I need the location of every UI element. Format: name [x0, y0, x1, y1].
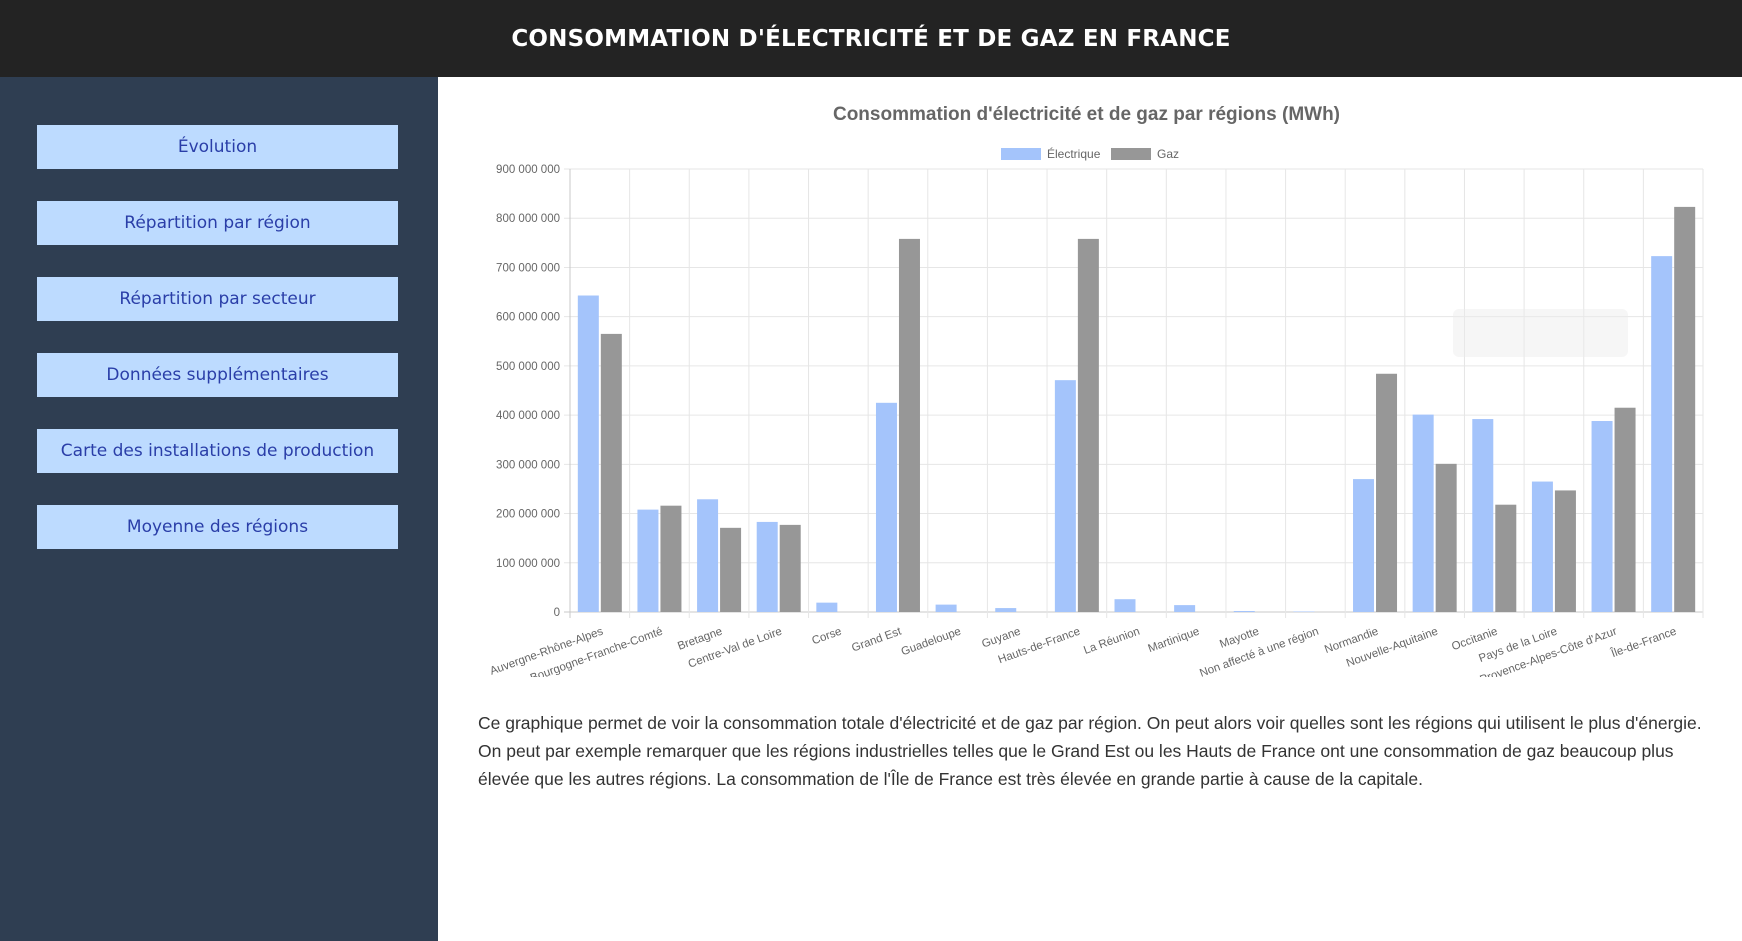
bar-electrique	[637, 509, 659, 612]
bar-gaz	[1614, 407, 1636, 612]
legend-label-1: Gaz	[1157, 147, 1179, 161]
bar-electrique	[1054, 380, 1076, 612]
x-tick-label: Île-de-France	[1609, 625, 1679, 661]
y-tick-label: 800 000 000	[496, 213, 560, 225]
nav-button-evolution[interactable]: Évolution	[37, 125, 398, 169]
bar-electrique	[1651, 256, 1673, 612]
bar-electrique	[1233, 611, 1255, 612]
bar-gaz	[898, 238, 920, 612]
nav-button-moyenne-regions[interactable]: Moyenne des régions	[37, 505, 398, 549]
y-tick-label: 500 000 000	[496, 361, 560, 373]
page-header: CONSOMMATION D'ÉLECTRICITÉ ET DE GAZ EN …	[0, 0, 1742, 77]
y-tick-label: 200 000 000	[496, 509, 560, 521]
chart-description: Ce graphique permet de voir la consommat…	[478, 713, 1702, 789]
nav-button-donnees-supplementaires[interactable]: Données supplémentaires	[37, 353, 398, 397]
y-tick-label: 600 000 000	[496, 312, 560, 324]
x-tick-label: Mayotte	[1218, 626, 1261, 651]
bar-gaz	[1077, 238, 1099, 612]
bar-electrique	[697, 499, 719, 612]
bar-electrique	[1472, 419, 1494, 612]
y-tick-label: 100 000 000	[496, 558, 560, 570]
bar-electrique	[756, 521, 778, 612]
bar-electrique	[816, 602, 838, 612]
bar-electrique	[875, 402, 897, 612]
bar-electrique	[935, 604, 957, 612]
bar-gaz	[779, 524, 801, 612]
bar-gaz	[1376, 373, 1398, 612]
bar-electrique	[1353, 479, 1375, 612]
bar-electrique	[1174, 605, 1196, 612]
y-tick-label: 400 000 000	[496, 410, 560, 422]
bar-gaz	[1435, 463, 1457, 612]
bar-gaz	[600, 333, 622, 612]
bar-gaz	[1554, 490, 1576, 612]
y-tick-label: 900 000 000	[496, 164, 560, 176]
chart-title: Consommation d'électricité et de gaz par…	[833, 104, 1340, 125]
y-tick-label: 300 000 000	[496, 459, 560, 471]
nav-button-carte-installations[interactable]: Carte des installations de production	[37, 429, 398, 473]
x-tick-label: Guyane	[980, 626, 1022, 651]
bar-gaz	[660, 505, 682, 612]
bar-electrique	[1531, 481, 1553, 612]
bar-gaz	[720, 527, 742, 612]
sidebar: Évolution Répartition par région Réparti…	[0, 77, 438, 941]
x-tick-label: Martinique	[1147, 626, 1202, 656]
page-title: CONSOMMATION D'ÉLECTRICITÉ ET DE GAZ EN …	[511, 25, 1231, 52]
bar-electrique	[577, 295, 599, 612]
legend-swatch-0	[1001, 148, 1041, 160]
legend-swatch-1	[1111, 148, 1151, 160]
bar-electrique	[995, 608, 1017, 612]
bar-electrique	[1591, 421, 1613, 612]
x-tick-label: Grand Est	[850, 625, 904, 654]
bar-electrique	[1114, 599, 1136, 612]
nav-button-repartition-region[interactable]: Répartition par région	[37, 201, 398, 245]
x-tick-label: Corse	[810, 626, 843, 648]
main-content: Consommation d'électricité et de gaz par…	[438, 77, 1742, 941]
y-tick-label: 700 000 000	[496, 262, 560, 274]
bar-gaz	[1674, 206, 1696, 612]
bar-gaz	[1495, 504, 1517, 612]
bar-electrique	[1412, 414, 1434, 612]
chart-tooltip-shadow	[1453, 309, 1628, 357]
x-tick-label: Guadeloupe	[900, 626, 963, 659]
y-tick-label: 0	[554, 607, 560, 619]
legend-label-0: Électrique	[1047, 146, 1101, 161]
x-tick-label: La Réunion	[1082, 626, 1141, 657]
bar-chart: Consommation d'électricité et de gaz par…	[488, 104, 1704, 677]
nav-button-repartition-secteur[interactable]: Répartition par secteur	[37, 277, 398, 321]
